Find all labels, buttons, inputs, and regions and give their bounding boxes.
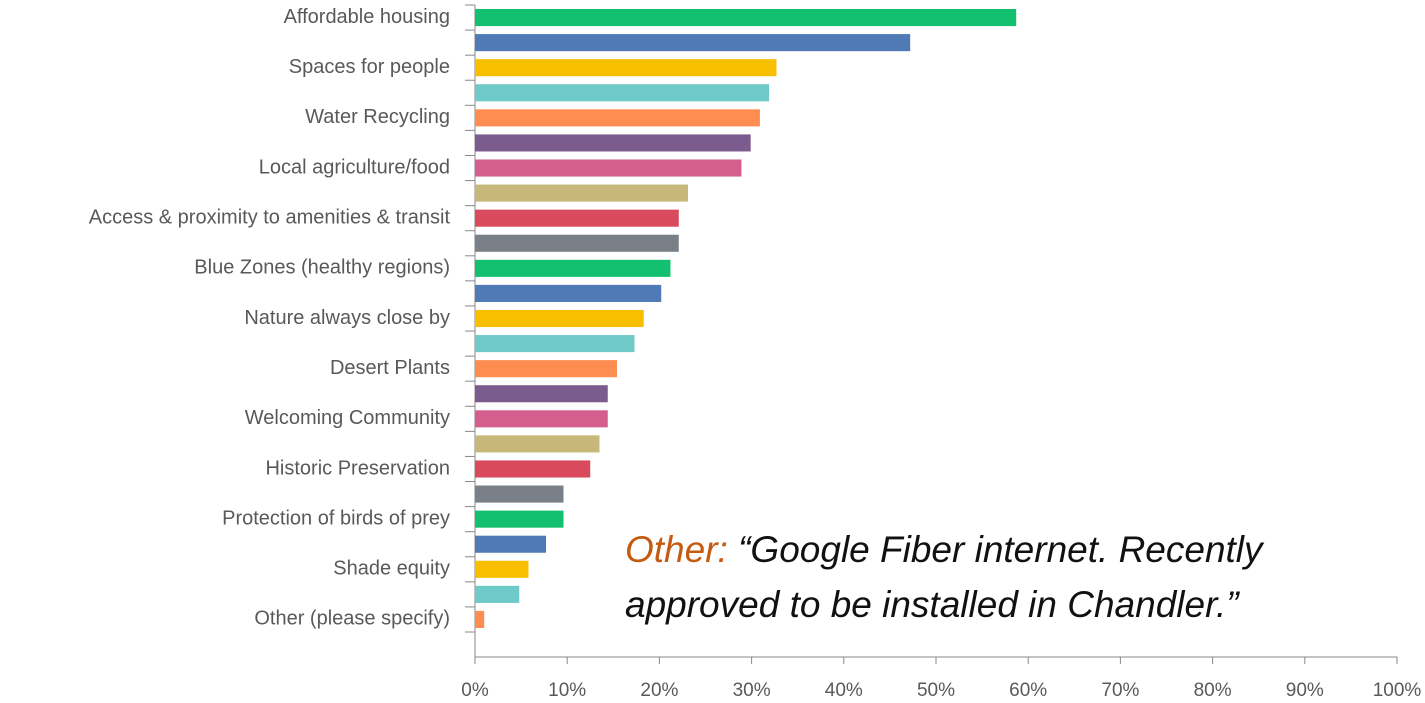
y-tick-label: Shade equity [333,558,450,580]
bar [475,610,485,628]
bar [475,485,564,503]
x-tick-label: 20% [640,680,678,701]
annotation-line: Other: “Google Fiber internet. Recently [625,529,1265,570]
y-tick-label: Nature always close by [244,307,450,329]
y-tick-label: Spaces for people [289,56,450,78]
y-tick-label: Access & proximity to amenities & transi… [89,206,451,228]
y-tick-label: Other (please specify) [254,608,450,630]
y-tick-label: Protection of birds of prey [222,507,450,529]
bar [475,209,679,227]
y-tick-label: Water Recycling [305,106,450,128]
bar [475,9,1017,27]
bar [475,435,600,453]
bar [475,59,777,77]
bar [475,560,529,578]
annotation-line: approved to be installed in Chandler.” [625,584,1240,625]
x-tick-label: 70% [1101,680,1139,701]
bar [475,410,608,428]
x-tick-label: 80% [1194,680,1232,701]
x-tick-label: 0% [461,680,489,701]
y-tick-label: Blue Zones (healthy regions) [194,257,450,279]
bar [475,360,617,378]
bar [475,159,742,177]
annotation-prefix: Other: [625,529,728,570]
x-tick-label: 50% [917,680,955,701]
y-tick-label: Welcoming Community [245,407,450,429]
bar [475,510,564,528]
annotation-text: “Google Fiber internet. Recently [738,529,1265,570]
bar [475,109,760,127]
bar [475,184,688,202]
bar [475,284,662,302]
bar [475,309,644,328]
y-tick-label: Desert Plants [330,357,450,379]
y-tick-label: Affordable housing [284,6,450,28]
x-tick-label: 10% [548,680,586,701]
x-tick-label: 60% [1009,680,1047,701]
bar [475,34,911,52]
x-tick-label: 100% [1373,680,1422,701]
x-tick-label: 90% [1286,680,1324,701]
bar [475,84,770,102]
bar [475,259,671,277]
y-tick-label: Local agriculture/food [259,156,450,178]
bar [475,234,679,252]
x-tick-label: 30% [733,680,771,701]
bar [475,460,591,478]
y-tick-label: Historic Preservation [265,457,450,479]
bar [475,535,546,553]
bar [475,585,520,603]
bar [475,385,608,403]
bar [475,335,635,353]
x-tick-label: 40% [825,680,863,701]
bar [475,134,751,152]
